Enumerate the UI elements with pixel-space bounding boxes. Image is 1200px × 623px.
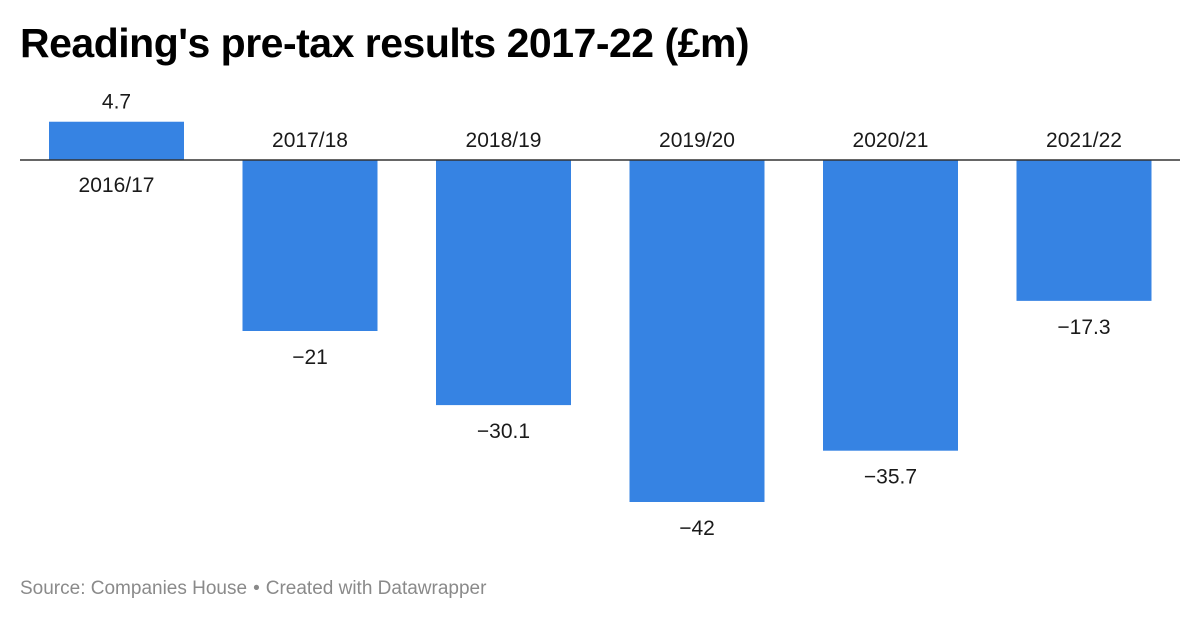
value-label-2021/22: −17.3 xyxy=(1057,316,1110,339)
value-label-2020/21: −35.7 xyxy=(864,466,917,489)
bar-2021/22 xyxy=(1016,160,1152,301)
source-text: Source: Companies House xyxy=(20,578,248,599)
category-label-2021/22: 2021/22 xyxy=(1046,129,1122,152)
value-label-2018/19: −30.1 xyxy=(477,420,530,443)
category-label-2020/21: 2020/21 xyxy=(853,129,929,152)
source-note: Source: Companies House • Created with Dat… xyxy=(20,578,486,600)
category-label-2019/20: 2019/20 xyxy=(659,129,735,152)
category-label-2018/19: 2018/19 xyxy=(466,129,542,152)
category-label-2017/18: 2017/18 xyxy=(272,129,348,152)
bar-2018/19 xyxy=(436,160,571,406)
category-label-2016/17: 2016/17 xyxy=(79,174,155,197)
credit-link[interactable]: Created with Datawrapper xyxy=(265,578,487,599)
value-label-2016/17: 4.7 xyxy=(102,91,131,114)
chart-title: Reading's pre-tax results 2017-22 (£m) xyxy=(20,20,750,66)
footer-separator: • xyxy=(253,578,260,599)
bar-2016/17 xyxy=(49,121,184,160)
bar-2020/21 xyxy=(823,160,958,451)
value-label-2019/20: −42 xyxy=(679,517,715,540)
bar-2019/20 xyxy=(629,160,765,502)
bar-2017/18 xyxy=(242,160,378,331)
value-label-2017/18: −21 xyxy=(292,346,328,369)
